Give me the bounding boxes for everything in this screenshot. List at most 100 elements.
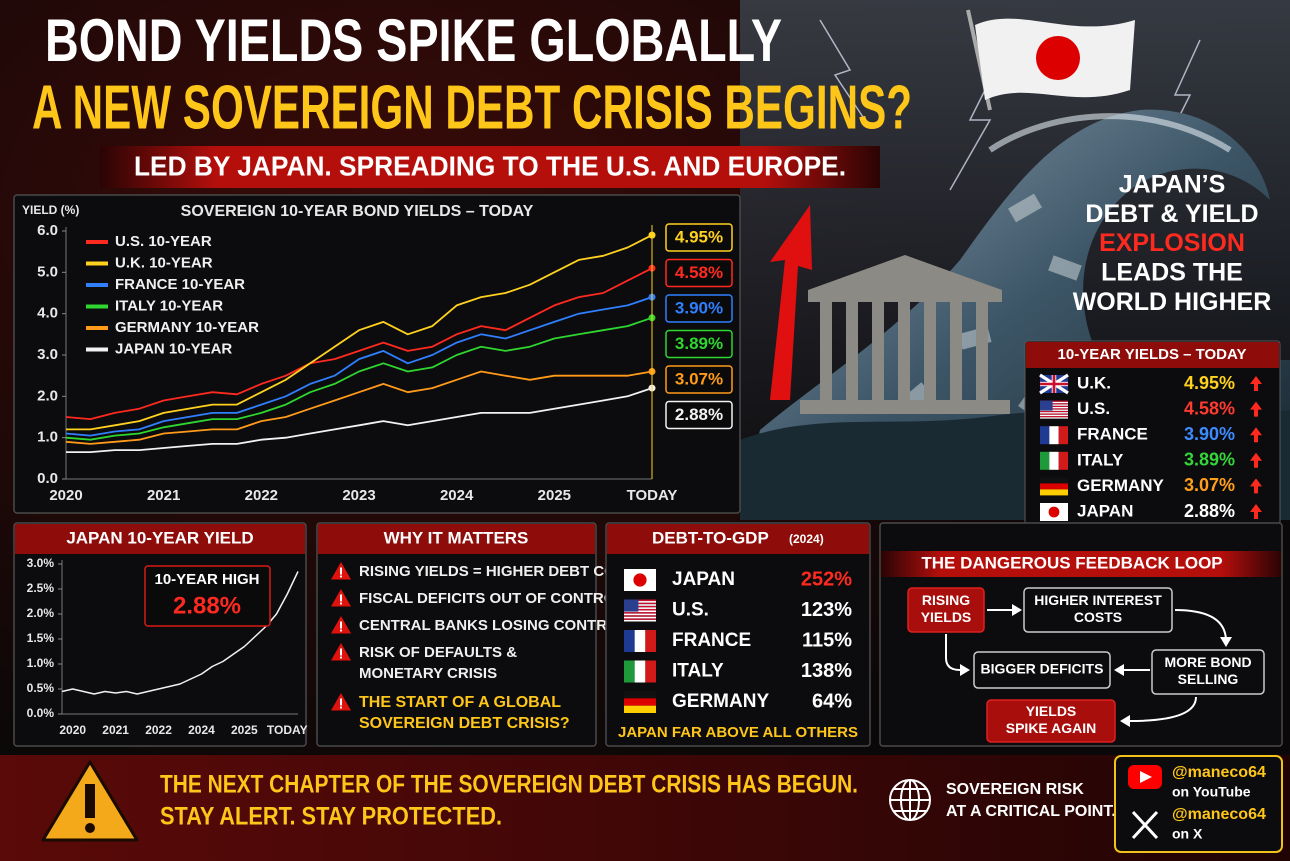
country: U.K. bbox=[1077, 373, 1111, 392]
panel-title: JAPAN 10-YEAR YIELD bbox=[66, 528, 253, 547]
flag-part bbox=[1040, 403, 1068, 405]
flag-part bbox=[634, 630, 646, 652]
node-label: HIGHER INTEREST bbox=[1034, 592, 1162, 608]
yield-value: 2.88% bbox=[1184, 501, 1235, 521]
node-label: SELLING bbox=[1178, 671, 1239, 687]
y-tick-label: 3.0% bbox=[27, 556, 55, 570]
loop-arrowhead bbox=[1120, 715, 1130, 727]
country: ITALY bbox=[672, 661, 724, 682]
node-label: SPIKE AGAIN bbox=[1006, 720, 1097, 736]
country: FRANCE bbox=[1077, 425, 1148, 444]
series-line bbox=[65, 267, 653, 420]
flag-part bbox=[624, 599, 656, 602]
warning-icon bbox=[340, 594, 342, 602]
yield-value: 4.95% bbox=[1184, 373, 1235, 393]
conclusion: SOVEREIGN DEBT CRISIS? bbox=[359, 715, 570, 732]
item-text: RISK OF DEFAULTS & bbox=[359, 644, 517, 661]
callout-line: WORLD HIGHER bbox=[1073, 288, 1272, 316]
latest-label: 2.88% bbox=[675, 405, 723, 424]
series-line bbox=[61, 571, 299, 695]
series-line bbox=[65, 316, 653, 441]
warning-icon bbox=[340, 567, 342, 575]
loop-arrowhead bbox=[1220, 637, 1232, 647]
flag-part bbox=[624, 607, 656, 609]
y-tick-label: 1.0 bbox=[37, 429, 58, 446]
panel-header bbox=[881, 551, 1281, 577]
annotation-value: 2.88% bbox=[173, 592, 241, 619]
x-tick-label: 2020 bbox=[59, 723, 86, 737]
loop-node bbox=[1023, 587, 1173, 633]
flag-part bbox=[1040, 400, 1068, 402]
flag-part bbox=[1040, 413, 1068, 415]
x-tick-label: TODAY bbox=[267, 723, 308, 737]
node-label: BIGGER DEFICITS bbox=[981, 661, 1104, 677]
flag-part bbox=[624, 660, 635, 683]
series-line bbox=[66, 387, 653, 453]
warning-icon bbox=[339, 575, 343, 578]
country: GERMANY bbox=[1077, 476, 1165, 495]
flag-part bbox=[624, 613, 656, 616]
flag-part bbox=[1049, 451, 1059, 470]
debt-value: 123% bbox=[801, 599, 852, 621]
warning-icon bbox=[85, 784, 95, 818]
flag-part bbox=[1040, 405, 1068, 408]
country: GERMANY bbox=[672, 691, 769, 712]
flag-part bbox=[634, 660, 646, 683]
up-arrow bbox=[1250, 376, 1262, 391]
flag bbox=[1040, 503, 1068, 521]
node-label: RISING bbox=[922, 592, 970, 608]
warning-icon bbox=[339, 706, 343, 709]
flag-part bbox=[1048, 506, 1060, 518]
footer-risk: AT A CRITICAL POINT. bbox=[946, 803, 1116, 820]
node-label: YIELDS bbox=[921, 609, 972, 625]
flag-part bbox=[1052, 375, 1056, 393]
country: JAPAN bbox=[672, 569, 735, 590]
panel-title: WHY IT MATTERS bbox=[384, 528, 529, 547]
flag-part bbox=[1040, 412, 1068, 414]
y-tick-label: 4.0 bbox=[37, 305, 58, 322]
globe-icon bbox=[889, 779, 931, 821]
flag-part bbox=[1049, 426, 1059, 445]
flag bbox=[624, 660, 656, 683]
flag bbox=[1040, 426, 1068, 445]
loop-arrow bbox=[945, 634, 961, 671]
country: JAPAN bbox=[1077, 501, 1133, 520]
x-tick-label: 2022 bbox=[245, 487, 278, 504]
warning-icon bbox=[339, 629, 343, 632]
latest-box bbox=[665, 258, 733, 288]
flag-part bbox=[1040, 489, 1068, 496]
y-tick-label: 3.0 bbox=[37, 346, 58, 363]
legend-label: U.S. 10-YEAR bbox=[115, 233, 212, 250]
y-tick-label: 2.0 bbox=[37, 387, 58, 404]
x-tick-label: 2023 bbox=[342, 487, 375, 504]
country: U.S. bbox=[672, 600, 709, 621]
panel bbox=[605, 522, 871, 747]
loop-node bbox=[986, 699, 1116, 743]
title: BOND YIELDS SPIKE GLOBALLY bbox=[45, 7, 782, 74]
item-text: FISCAL DEFICITS OUT OF CONTROL bbox=[359, 590, 625, 607]
legend-label: GERMANY 10-YEAR bbox=[115, 319, 259, 336]
latest-box bbox=[665, 329, 733, 359]
callout-line: EXPLOSION bbox=[1099, 229, 1245, 257]
flag-part bbox=[624, 630, 635, 652]
social-platform: on X bbox=[1172, 826, 1203, 842]
latest-label: 4.58% bbox=[675, 263, 723, 282]
panel-header bbox=[1026, 342, 1279, 368]
globe-part bbox=[890, 780, 930, 820]
flag-part bbox=[645, 660, 656, 683]
node-label: COSTS bbox=[1074, 609, 1122, 625]
latest-box bbox=[665, 365, 733, 394]
y-tick-label: 2.0% bbox=[27, 606, 55, 620]
x-tick-label: 2024 bbox=[188, 723, 215, 737]
loop-node bbox=[907, 587, 985, 633]
latest-box bbox=[665, 400, 733, 430]
x-tick-label: TODAY bbox=[627, 487, 678, 504]
debt-value: 138% bbox=[801, 660, 852, 682]
panel-header bbox=[15, 524, 305, 554]
flag-part bbox=[1040, 400, 1053, 411]
warning-icon bbox=[340, 648, 342, 656]
latest-label: 4.95% bbox=[675, 227, 723, 246]
flag-part bbox=[624, 604, 656, 606]
flag-part bbox=[1040, 407, 1068, 409]
x-tick-label: 2025 bbox=[538, 487, 571, 504]
